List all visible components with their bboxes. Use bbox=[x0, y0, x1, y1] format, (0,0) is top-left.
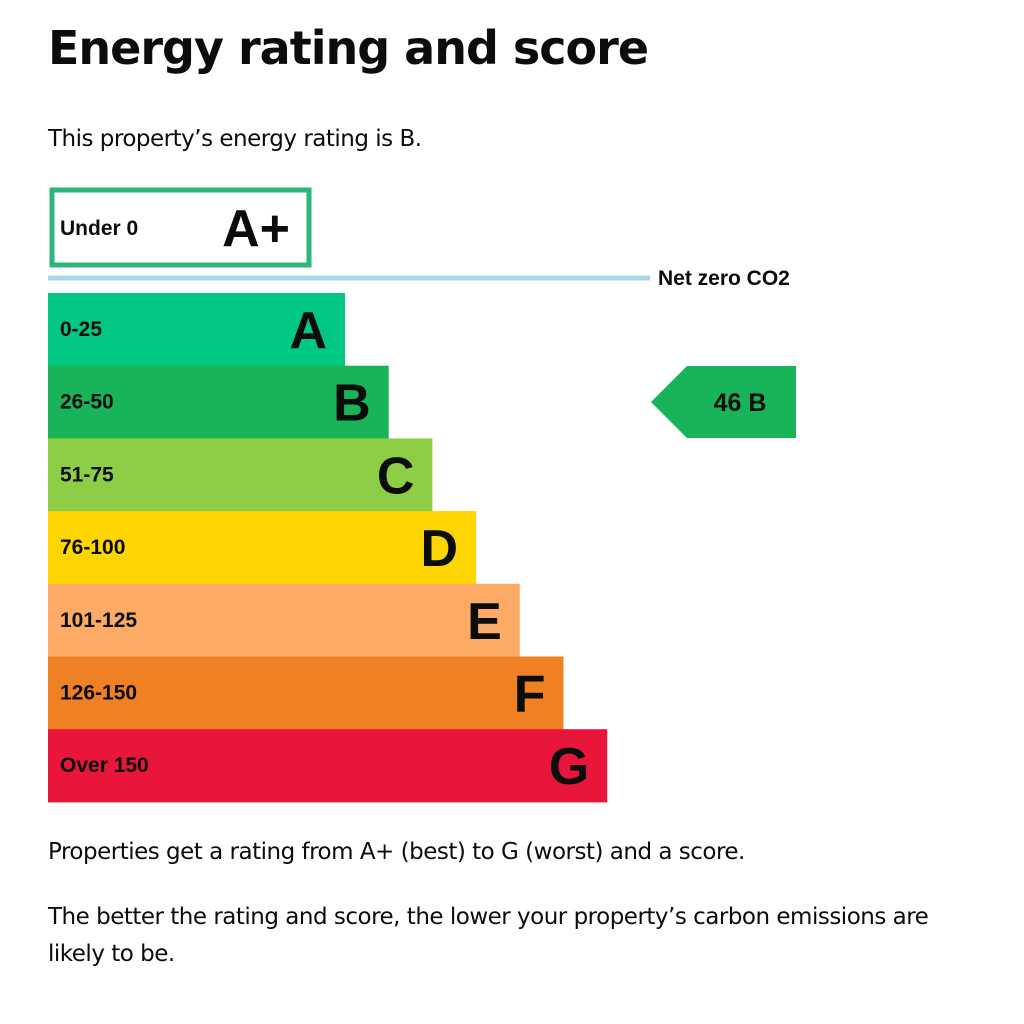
band-c-letter: C bbox=[377, 447, 415, 505]
rating-bands: 0-25 A 26-50 B 51-75 C 76-100 D 101-125 E 126-150 F… bbox=[48, 293, 608, 803]
band-g-bar bbox=[48, 729, 608, 803]
page-title: Energy rating and score bbox=[48, 21, 649, 75]
top-band-letter: A+ bbox=[222, 200, 290, 258]
band-d: 76-100 D bbox=[48, 511, 477, 585]
band-f-letter: F bbox=[514, 666, 546, 724]
band-b-letter: B bbox=[333, 375, 371, 433]
rating-summary: This property’s energy rating is B. bbox=[48, 126, 422, 152]
band-g: Over 150 G bbox=[48, 729, 608, 803]
band-b-bar bbox=[48, 365, 389, 439]
current-rating-label: 46 B bbox=[714, 389, 767, 417]
top-band-a-plus: Under 0 A+ bbox=[49, 187, 312, 268]
band-c: 51-75 C bbox=[48, 438, 433, 512]
band-a-letter: A bbox=[289, 302, 327, 360]
band-b: 26-50 B bbox=[48, 365, 389, 439]
current-rating-arrow bbox=[651, 366, 796, 438]
band-g-letter: G bbox=[549, 738, 589, 796]
top-band-box bbox=[49, 187, 312, 268]
band-d-letter: D bbox=[421, 520, 459, 578]
band-e-range-label: 101-125 bbox=[60, 609, 137, 632]
band-e-letter: E bbox=[467, 593, 502, 651]
top-band-range-label: Under 0 bbox=[60, 217, 138, 240]
current-rating-indicator: 46 B bbox=[651, 366, 796, 438]
band-a-range-label: 0-25 bbox=[60, 318, 102, 341]
band-f-range-label: 126-150 bbox=[60, 682, 137, 705]
band-c-range-label: 51-75 bbox=[60, 463, 114, 486]
band-e-bar bbox=[48, 583, 520, 657]
band-d-range-label: 76-100 bbox=[60, 536, 125, 559]
band-a-bar bbox=[48, 293, 345, 367]
band-a: 0-25 A bbox=[48, 293, 345, 367]
carbon-emissions-explanation: The better the rating and score, the low… bbox=[48, 904, 929, 967]
rating-scale-explanation: Properties get a rating from A+ (best) t… bbox=[48, 839, 745, 865]
band-g-range-label: Over 150 bbox=[60, 754, 149, 777]
band-d-bar bbox=[48, 511, 477, 585]
band-c-bar bbox=[48, 438, 433, 512]
band-f-bar bbox=[48, 656, 564, 730]
band-f: 126-150 F bbox=[48, 656, 564, 730]
band-b-range-label: 26-50 bbox=[60, 391, 114, 414]
band-e: 101-125 E bbox=[48, 583, 520, 657]
net-zero-marker: Net zero CO2 bbox=[48, 267, 790, 290]
net-zero-label: Net zero CO2 bbox=[658, 267, 790, 290]
